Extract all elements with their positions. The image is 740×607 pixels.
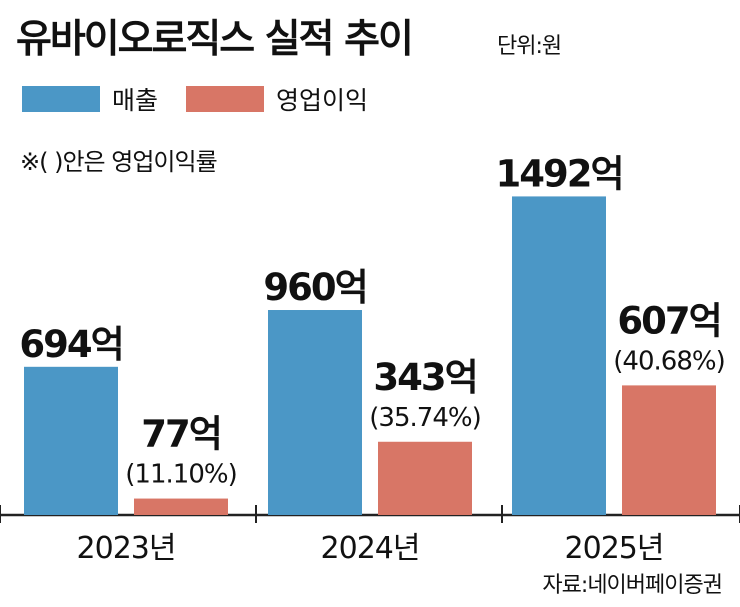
legend-swatch-revenue [22,86,100,112]
value-label-revenue-0: 694억 [19,323,122,366]
chart-title: 유바이오로직스 실적 추이 [16,17,414,62]
value-label-operating-profit-1: 343억 [373,356,476,399]
value-label-operating-profit-0: 77억 [141,413,221,456]
category-label-0: 2023년 [77,531,176,566]
margin-label-0: (11.10%) [125,460,236,490]
margin-label-1: (35.74%) [369,403,480,433]
legend-label-revenue: 매출 [112,86,159,115]
source-label: 자료:네이버페이증권 [542,573,723,598]
category-label-2: 2025년 [565,531,664,566]
bar-operating-profit-1 [378,441,472,515]
bar-revenue-2 [512,196,606,515]
unit-label: 단위:원 [497,34,562,59]
legend-label-operating-profit: 영업이익 [276,86,369,115]
bar-revenue-0 [24,366,118,515]
margin-label-2: (40.68%) [613,346,724,376]
bar-revenue-1 [268,310,362,515]
bar-operating-profit-2 [622,385,716,515]
legend-swatch-operating-profit [186,86,264,112]
bar-operating-profit-0 [134,498,228,515]
value-label-operating-profit-2: 607억 [617,299,720,342]
margin-note: ※( )안은 영업이익률 [20,148,218,176]
value-label-revenue-2: 1492억 [495,152,622,195]
legend-item-operating-profit: 영업이익 [186,84,369,115]
category-label-1: 2024년 [321,531,420,566]
value-label-revenue-1: 960억 [263,266,366,309]
legend-item-revenue: 매출 [22,84,159,115]
